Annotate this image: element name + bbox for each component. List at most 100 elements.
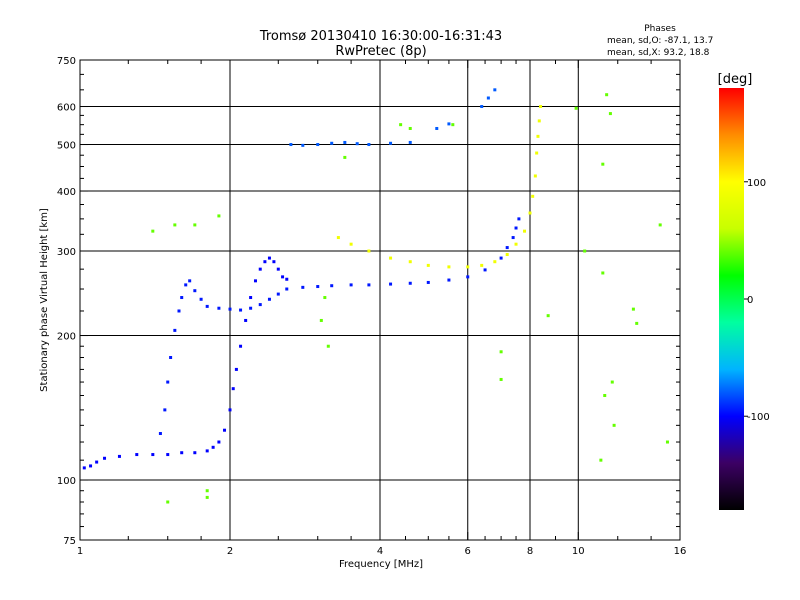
y-tick-label: 750 xyxy=(57,56,76,67)
data-point xyxy=(323,296,327,300)
x-tick-label: 6 xyxy=(465,546,471,557)
data-point xyxy=(177,309,181,313)
data-point xyxy=(493,260,497,264)
data-point xyxy=(658,223,662,227)
data-point xyxy=(158,432,162,436)
data-point xyxy=(665,440,669,444)
data-point xyxy=(326,344,330,348)
data-point xyxy=(117,454,121,458)
data-point xyxy=(466,275,470,279)
data-point xyxy=(169,355,173,359)
data-point xyxy=(180,451,184,455)
data-point xyxy=(466,265,470,269)
data-point xyxy=(285,277,289,281)
data-point xyxy=(408,126,412,130)
data-point xyxy=(239,344,243,348)
data-point xyxy=(188,279,192,283)
data-point xyxy=(499,256,503,260)
data-point xyxy=(447,122,451,126)
data-point xyxy=(193,223,197,227)
data-point xyxy=(349,242,353,246)
chart-title: Tromsø 20130410 16:30:00-16:31:43 xyxy=(259,29,502,44)
data-point xyxy=(244,318,248,322)
data-point xyxy=(605,93,609,97)
data-point xyxy=(483,268,487,272)
data-point xyxy=(408,281,412,285)
data-point xyxy=(205,489,209,493)
y-tick-label: 500 xyxy=(57,141,76,152)
data-point xyxy=(603,394,607,398)
data-point xyxy=(166,500,170,504)
series-x-trace xyxy=(336,105,543,269)
plot-points xyxy=(82,88,669,504)
data-point xyxy=(514,242,518,246)
data-point xyxy=(480,263,484,267)
data-point xyxy=(151,229,155,233)
y-tick-label: 600 xyxy=(57,103,76,114)
colorbar xyxy=(719,88,744,510)
data-point xyxy=(319,318,323,322)
data-point xyxy=(499,350,503,354)
data-point xyxy=(517,217,521,221)
y-axis-label: Stationary phase Virtual Height [km] xyxy=(39,208,50,392)
data-point xyxy=(173,328,177,332)
data-point xyxy=(285,287,289,291)
series-o-low-trace xyxy=(82,256,289,470)
colorbar-tick-label: 0 xyxy=(747,295,753,306)
x-tick-label: 16 xyxy=(674,546,687,557)
data-point xyxy=(330,141,334,145)
data-point xyxy=(95,460,99,464)
y-tick-label: 100 xyxy=(57,476,76,487)
data-point xyxy=(253,279,257,283)
data-point xyxy=(180,296,184,300)
data-point xyxy=(367,143,371,147)
data-point xyxy=(223,428,227,432)
data-point xyxy=(505,253,509,257)
data-point xyxy=(539,105,543,109)
data-point xyxy=(263,260,267,264)
data-point xyxy=(631,307,635,311)
x-axis-label: Frequency [MHz] xyxy=(339,559,423,570)
data-point xyxy=(435,126,439,130)
data-point xyxy=(533,174,537,178)
data-point xyxy=(355,142,359,146)
colorbar-tick-label: 100 xyxy=(747,178,766,189)
data-point xyxy=(451,123,455,127)
phases-box-o-stats: mean, sd,O: -87.1, 13.7 xyxy=(607,36,713,46)
data-point xyxy=(193,289,197,293)
data-point xyxy=(408,260,412,264)
data-point xyxy=(217,306,221,310)
data-point xyxy=(399,123,403,127)
data-point xyxy=(583,249,587,253)
data-point xyxy=(184,283,188,287)
x-tick-label: 1 xyxy=(77,546,83,557)
data-point xyxy=(367,283,371,287)
data-point xyxy=(535,151,539,155)
data-point xyxy=(426,280,430,284)
series-scatter-misc xyxy=(151,93,669,504)
data-point xyxy=(612,423,616,427)
x-tick-label: 2 xyxy=(227,546,233,557)
x-tick-label: 10 xyxy=(572,546,585,557)
data-point xyxy=(389,256,393,260)
data-point xyxy=(486,96,490,100)
data-point xyxy=(536,134,540,138)
data-point xyxy=(231,387,235,391)
data-point xyxy=(163,408,167,412)
data-point xyxy=(426,263,430,267)
data-point xyxy=(289,143,293,147)
data-point xyxy=(276,267,280,271)
data-point xyxy=(151,453,155,457)
data-point xyxy=(336,236,340,240)
data-point xyxy=(499,377,503,381)
colorbar-tick-label: -100 xyxy=(747,412,770,423)
data-point xyxy=(267,256,271,260)
data-point xyxy=(531,194,535,198)
data-point xyxy=(267,297,271,301)
y-tick-label: 200 xyxy=(57,332,76,343)
data-point xyxy=(205,304,209,308)
data-point xyxy=(272,260,276,264)
x-tick-label: 4 xyxy=(377,546,383,557)
